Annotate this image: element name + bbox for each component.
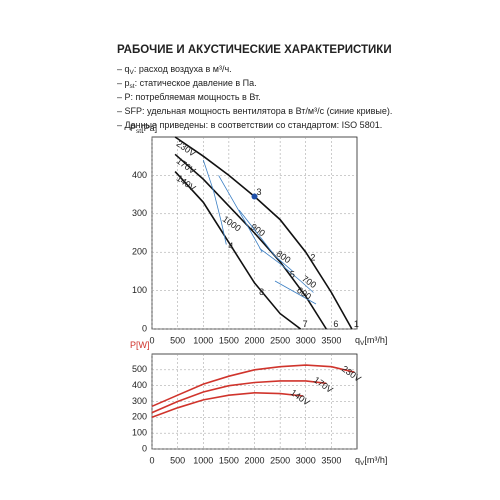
series-line [151, 364, 355, 408]
y-tick-label: 500 [132, 364, 147, 374]
note-text: – q [117, 64, 130, 74]
axis-label-main: P [130, 340, 136, 350]
series-label: 230V [175, 138, 198, 158]
y-tick-label: 200 [132, 247, 147, 257]
y-tick-label: 300 [132, 208, 147, 218]
annotation: 2 [310, 252, 315, 262]
y-tick-label: 100 [132, 428, 147, 438]
x-tick-label: 0 [149, 335, 154, 345]
note: – qV: расход воздуха в м³/ч. [117, 64, 232, 75]
x-tick-label: 2500 [270, 335, 290, 345]
annotation: 3 [257, 187, 262, 197]
axis-label-unit: [m³/h] [364, 455, 387, 465]
axis-label: P[W] [130, 340, 150, 350]
y-tick-label: 300 [132, 396, 147, 406]
y-tick-label: 400 [132, 170, 147, 180]
series-line [238, 209, 294, 272]
x-tick-label: 3500 [321, 335, 341, 345]
annotation: 6 [333, 319, 338, 329]
note: – SFP: удельная мощность вентилятора в В… [117, 106, 392, 116]
note-text: – SFP: удельная мощность вентилятора в В… [117, 106, 392, 116]
series-line [151, 380, 327, 414]
subscript: V [130, 69, 135, 76]
x-tick-label: 0 [149, 455, 154, 465]
y-tick-label: 400 [132, 380, 147, 390]
x-tick-label: 500 [170, 455, 185, 465]
x-tick-label: 2500 [270, 455, 290, 465]
annotation: 1 [354, 319, 359, 329]
series-line [202, 159, 227, 245]
annotation: 5 [290, 270, 295, 280]
series-line [218, 175, 263, 253]
series-label: 140V [289, 387, 312, 407]
x-tick-label: 1000 [193, 335, 213, 345]
x-tick-label: 2000 [244, 335, 264, 345]
series-line [151, 391, 304, 419]
y-tick-label: 200 [132, 412, 147, 422]
axis-label-main: P [130, 123, 136, 133]
note: – Данные приведены: в соответствии со ст… [117, 120, 382, 130]
series-line [174, 136, 353, 330]
y-tick-label: 0 [142, 443, 147, 453]
axis-label-sub: st [136, 128, 141, 135]
axis-label-unit: [m³/h] [364, 335, 387, 345]
series-line [174, 153, 327, 330]
x-tick-label: 2000 [244, 455, 264, 465]
series-line [174, 171, 302, 330]
note: – pst: статическое давление в Па. [117, 78, 257, 89]
y-tick-label: 0 [142, 323, 147, 333]
series-line [274, 280, 317, 305]
axis-label-unit: [W] [136, 340, 150, 350]
series-line [259, 248, 314, 293]
x-tick-label: 1500 [219, 335, 239, 345]
axis-label-main: q [355, 455, 360, 465]
axis-label: Pst[Pa] [130, 123, 157, 134]
series-label: 800 [274, 248, 292, 265]
operating-point [251, 193, 258, 200]
series-label: 170V [175, 156, 198, 176]
series-label: 900 [249, 222, 267, 239]
note-text: – P: потребляемая мощность в Вт. [117, 92, 261, 102]
subscript: st [130, 83, 135, 90]
annotation: 7 [303, 319, 308, 329]
series-label: 140V [175, 173, 198, 193]
note: – P: потребляемая мощность в Вт. [117, 92, 261, 102]
annotation: 4 [228, 241, 233, 251]
x-tick-label: 3000 [296, 335, 316, 345]
x-tick-label: 1500 [219, 455, 239, 465]
axis-label-main: q [355, 335, 360, 345]
axis-label: qV[m³/h] [355, 335, 387, 346]
axis-label-sub: V [360, 340, 365, 347]
note-text: – p [117, 78, 130, 88]
note-text: : расход воздуха в м³/ч. [134, 64, 232, 74]
note-text: : статическое давление в Па. [135, 78, 257, 88]
x-tick-label: 1000 [193, 455, 213, 465]
x-tick-label: 3000 [296, 455, 316, 465]
x-tick-label: 3500 [321, 455, 341, 465]
series-label: 230V [340, 364, 363, 384]
note-text: – Данные приведены: в соответствии со ст… [117, 120, 382, 130]
axis-label: qV[m³/h] [355, 455, 387, 466]
axis-label-unit: [Pa] [141, 123, 157, 133]
x-tick-label: 500 [170, 335, 185, 345]
annotation: 8 [259, 287, 264, 297]
axis-label-sub: V [360, 460, 365, 467]
page-title: РАБОЧИЕ И АКУСТИЧЕСКИЕ ХАРАКТЕРИСТИКИ [117, 44, 392, 56]
y-tick-label: 100 [132, 285, 147, 295]
